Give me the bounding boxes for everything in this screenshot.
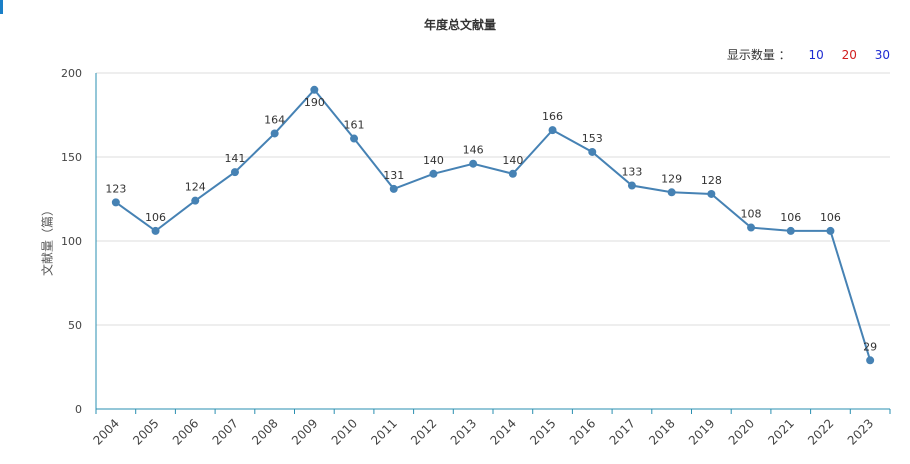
data-label: 146 (463, 144, 484, 157)
data-point (588, 147, 597, 156)
data-point (230, 168, 239, 177)
data-point (111, 198, 120, 207)
display-count-option-10[interactable]: 10 (808, 48, 824, 62)
x-tick-label: 2012 (408, 416, 439, 447)
data-point (191, 196, 200, 205)
data-point (508, 169, 517, 178)
data-point (866, 356, 875, 365)
data-point (747, 223, 756, 232)
data-label: 190 (304, 96, 325, 109)
data-point (627, 181, 636, 190)
x-tick-label: 2021 (765, 416, 796, 447)
display-count-option-30[interactable]: 30 (874, 48, 890, 62)
data-label: 153 (582, 132, 603, 145)
x-tick-label: 2010 (329, 416, 360, 447)
data-label: 29 (863, 340, 877, 353)
x-tick-label: 2006 (170, 416, 201, 447)
x-tick-label: 2008 (249, 416, 280, 447)
y-tick-label: 200 (61, 67, 82, 80)
data-point (548, 126, 557, 135)
x-tick-label: 2023 (845, 416, 876, 447)
data-label: 141 (224, 152, 245, 165)
data-label: 166 (542, 110, 563, 123)
display-count-option-20[interactable]: 20 (841, 48, 857, 62)
series-line (115, 88, 872, 361)
data-point (429, 169, 438, 178)
data-point (786, 226, 795, 235)
x-tick-label: 2019 (686, 416, 717, 447)
display-count-selector: 显示数量 ： 10 20 30 (727, 46, 890, 63)
x-tick-label: 2020 (726, 416, 757, 447)
y-tick-label: 100 (61, 235, 82, 248)
data-label: 106 (820, 211, 841, 224)
data-point (826, 226, 835, 235)
corner-mark (0, 0, 3, 14)
x-tick-label: 2007 (210, 416, 241, 447)
x-tick-label: 2015 (527, 416, 558, 447)
data-label: 106 (145, 211, 166, 224)
data-point (270, 129, 279, 138)
data-point (151, 226, 160, 235)
y-tick-label: 0 (75, 403, 82, 416)
data-label: 106 (780, 211, 801, 224)
x-tick-label: 2018 (646, 416, 677, 447)
data-point (469, 159, 478, 168)
x-tick-label: 2005 (130, 416, 161, 447)
data-label: 140 (502, 154, 523, 167)
x-tick-label: 2009 (289, 416, 320, 447)
data-label: 133 (621, 166, 642, 179)
y-tick-label: 150 (61, 151, 82, 164)
x-tick-label: 2013 (448, 416, 479, 447)
x-tick-label: 2004 (90, 416, 121, 447)
data-label: 129 (661, 172, 682, 185)
data-label: 108 (741, 208, 762, 221)
data-point (707, 189, 716, 198)
data-label: 123 (105, 182, 126, 195)
data-label: 161 (344, 119, 365, 132)
chart-title: 年度总文献量 (423, 18, 496, 32)
data-label: 140 (423, 154, 444, 167)
x-tick-label: 2022 (805, 416, 836, 447)
data-point (350, 134, 359, 143)
data-label: 164 (264, 113, 285, 126)
data-label: 131 (383, 169, 404, 182)
display-count-label: 显示数量 ： (726, 48, 791, 62)
data-point (310, 85, 319, 94)
data-label: 128 (701, 174, 722, 187)
data-point (667, 188, 676, 197)
x-tick-label: 2014 (487, 416, 518, 447)
x-tick-label: 2017 (607, 416, 638, 447)
data-point (389, 184, 398, 193)
x-tick-label: 2016 (567, 416, 598, 447)
x-tick-label: 2011 (368, 416, 399, 447)
y-tick-label: 50 (68, 319, 82, 332)
data-label: 124 (185, 181, 206, 194)
